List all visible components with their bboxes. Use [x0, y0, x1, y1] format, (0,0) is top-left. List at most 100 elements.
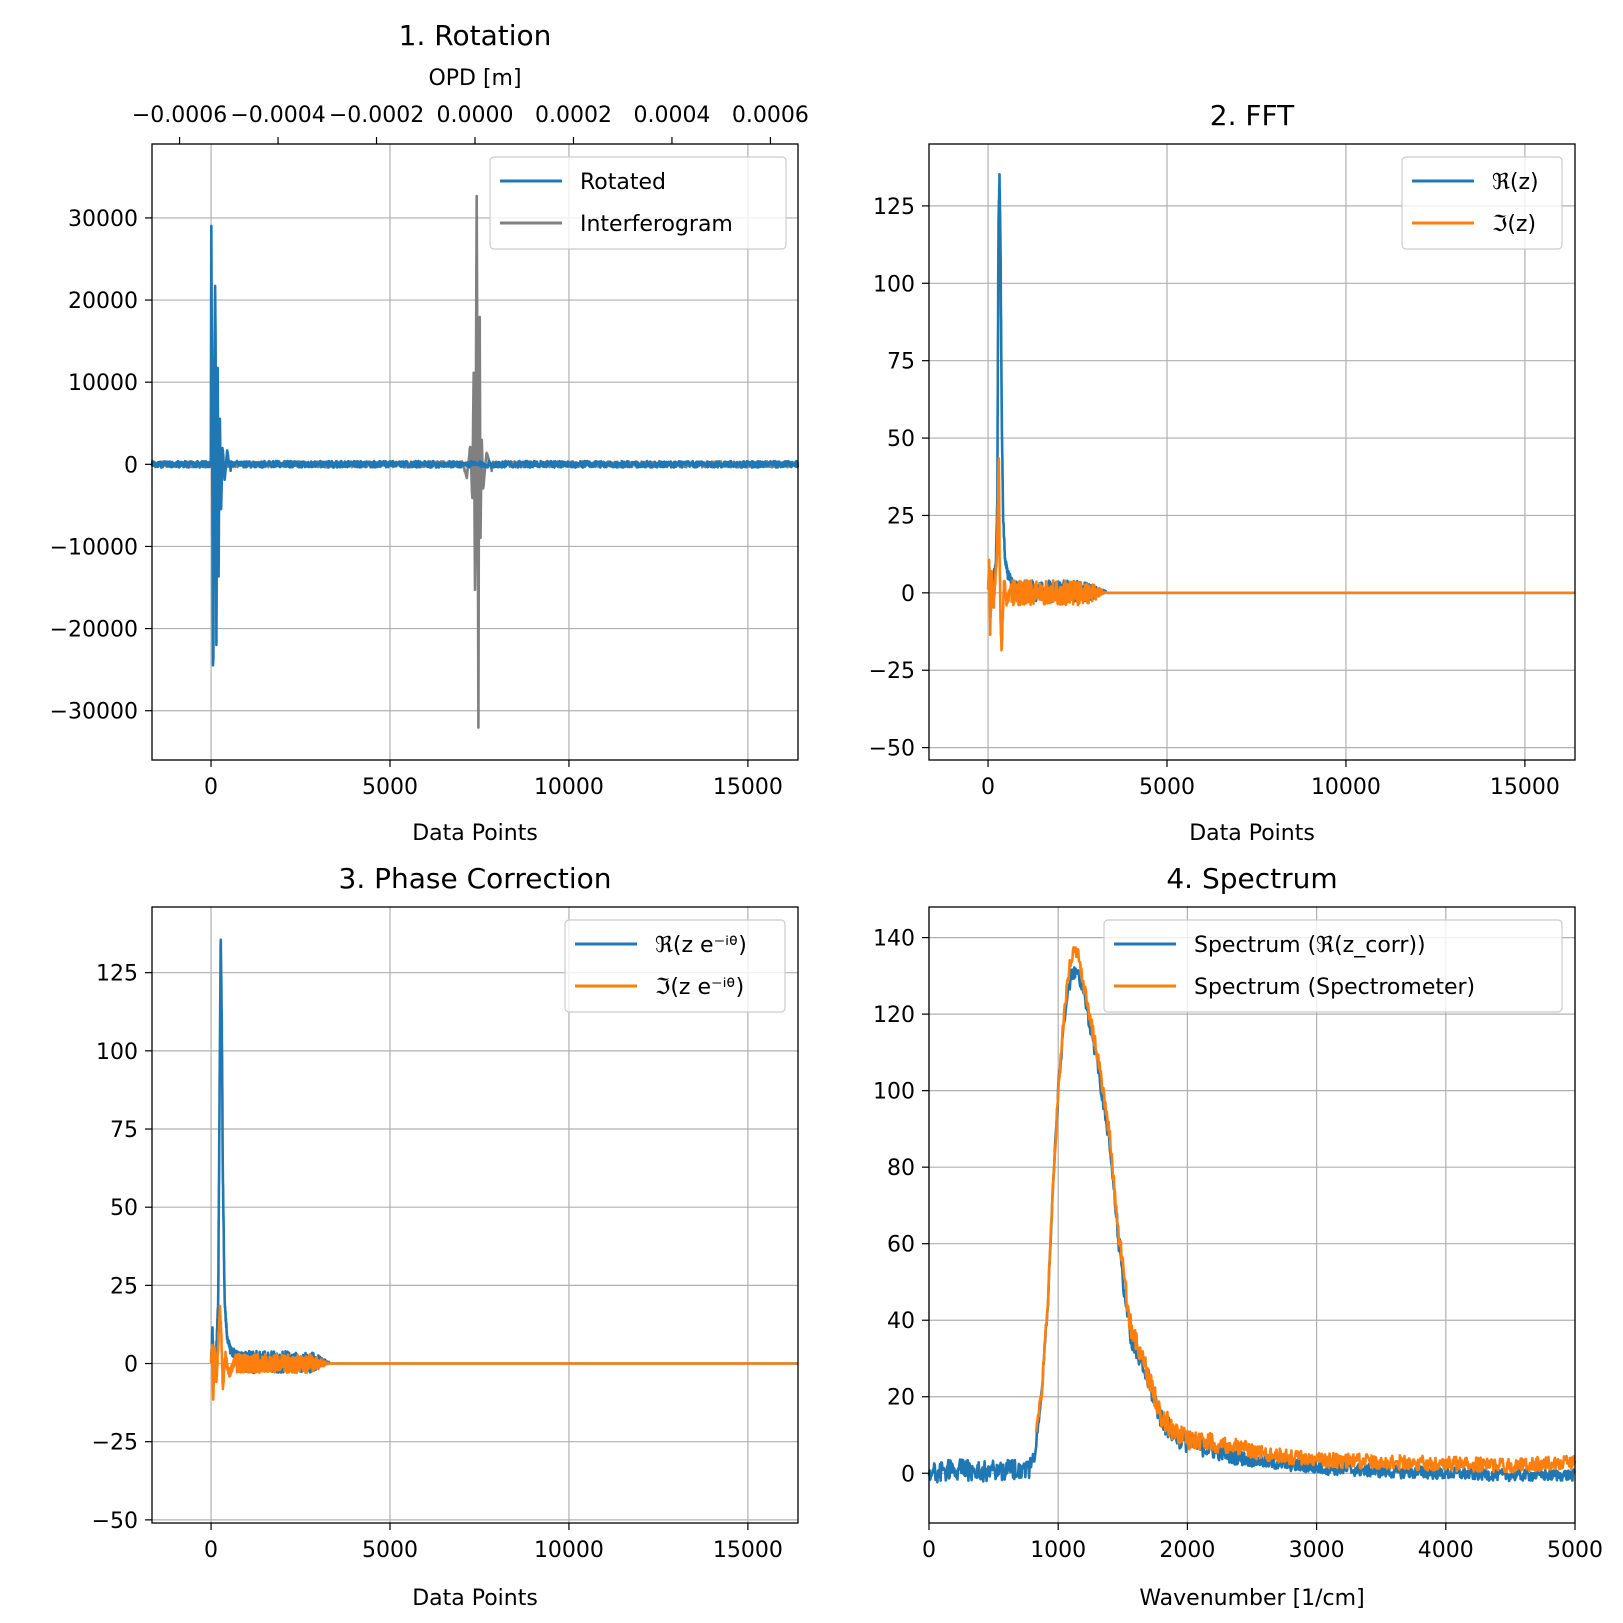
y-tick-label: 0: [124, 1353, 138, 1378]
secondary-x-tick-label: 0.0006: [732, 103, 809, 128]
y-tick-label: 50: [110, 1196, 138, 1221]
x-tick-label: 5000: [1547, 1538, 1603, 1563]
panel-fft-grid: [929, 144, 1575, 760]
panel-rotation-x-ticks: 0 5000 10000 15000: [204, 760, 783, 800]
panel-spectrum-x-ticks: 0 1000 2000 3000 4000 5000: [922, 1523, 1603, 1563]
series-line: [927, 966, 1577, 1484]
panel-phase-correction-x-ticks: 0 5000 10000 15000: [204, 1523, 783, 1563]
panel-fft-series-imag: [986, 457, 1576, 652]
secondary-x-tick-label: −0.0004: [230, 103, 325, 128]
y-tick-label: 0: [901, 582, 915, 607]
y-tick-label: 30000: [68, 207, 138, 232]
x-tick-label: 1000: [1030, 1538, 1086, 1563]
y-tick-label: −30000: [50, 700, 138, 725]
y-tick-label: 60: [887, 1233, 915, 1258]
y-tick-label: 140: [873, 927, 915, 952]
x-tick-label: 2000: [1159, 1538, 1215, 1563]
legend-frame: [1103, 919, 1563, 1013]
panel-rotation-secondary-xlabel: OPD [m]: [428, 66, 521, 91]
y-tick-label: 75: [887, 350, 915, 375]
panel-phase-correction-y-ticks: −50 −25 0 25 50 75 100 125: [92, 962, 152, 1534]
x-tick-label: 0: [981, 775, 995, 800]
panel-fft-frame: [928, 143, 1576, 761]
panel-phase-correction-series-imag: [209, 1304, 799, 1401]
x-tick-label: 15000: [713, 775, 783, 800]
panel-phase-correction-xlabel: Data Points: [412, 1586, 538, 1611]
panel-rotation-legend: Rotated Interferogram: [489, 156, 787, 250]
x-tick-label: 5000: [1139, 775, 1195, 800]
x-tick-label: 10000: [1311, 775, 1381, 800]
x-tick-label: 0: [922, 1538, 936, 1563]
y-tick-label: −50: [869, 737, 915, 762]
y-tick-label: −25: [869, 659, 915, 684]
y-tick-label: 20000: [68, 289, 138, 314]
panel-phase-correction-frame: [151, 906, 799, 1524]
legend-label-real: ℜ(z): [1492, 170, 1539, 195]
panel-rotation: 1. Rotation OPD [m] 0 5000 10000 15000 −300…: [50, 19, 809, 846]
panel-spectrum-frame: [928, 906, 1576, 1524]
panel-fft-legend: ℜ(z) ℑ(z): [1401, 156, 1563, 250]
legend-label-imag: ℑ(z): [1492, 212, 1536, 237]
y-tick-label: 125: [96, 962, 138, 987]
y-tick-label: 0: [901, 1462, 915, 1487]
y-tick-label: −50: [92, 1509, 138, 1534]
series-line: [986, 457, 1576, 652]
secondary-x-tick-label: −0.0006: [132, 103, 227, 128]
y-tick-label: 25: [110, 1274, 138, 1299]
x-tick-label: 15000: [713, 1538, 783, 1563]
panel-phase-correction-legend: ℜ(z e⁻ⁱᶿ) ℑ(z e⁻ⁱᶿ): [564, 919, 786, 1013]
y-tick-label: 100: [873, 1080, 915, 1105]
y-tick-label: −10000: [50, 535, 138, 560]
panel-rotation-xlabel: Data Points: [412, 821, 538, 846]
panel-rotation-title: 1. Rotation: [399, 19, 552, 52]
legend-label-real: Spectrum (ℜ(z_corr)): [1194, 933, 1426, 958]
series-line: [209, 1304, 799, 1401]
secondary-x-tick-label: −0.0002: [329, 103, 424, 128]
y-tick-label: 20: [887, 1386, 915, 1411]
panel-phase-correction: 3. Phase Correction 0 5000 10000 15000 −50−…: [92, 862, 799, 1611]
y-tick-label: 75: [110, 1118, 138, 1143]
series-line: [150, 224, 800, 667]
x-tick-label: 5000: [362, 1538, 418, 1563]
panel-fft-y-ticks: −50 −25 0 25 50 75 100 125: [869, 195, 929, 762]
y-tick-label: 120: [873, 1003, 915, 1028]
panel-spectrum-xlabel: Wavenumber [1/cm]: [1139, 1586, 1364, 1611]
legend-label-spectrometer: Spectrum (Spectrometer): [1194, 975, 1475, 1000]
legend-frame: [489, 156, 787, 250]
x-tick-label: 5000: [362, 775, 418, 800]
panel-rotation-y-ticks: −30000 −20000 −10000 0 10000 20000 30000: [50, 207, 152, 725]
legend-label-rotated: Rotated: [580, 170, 666, 195]
x-tick-label: 0: [204, 1538, 218, 1563]
panel-spectrum: 4. Spectrum 0 1000 2000 3000 4000 5000 0 20 40 6…: [873, 862, 1603, 1611]
legend-label-real: ℜ(z e⁻ⁱᶿ): [655, 933, 747, 958]
panel-spectrum-y-ticks: 0 20 40 60 80 100 120 140: [873, 927, 929, 1487]
y-tick-label: 100: [96, 1040, 138, 1065]
panel-fft-title: 2. FFT: [1210, 99, 1295, 132]
panel-spectrum-series-spectrometer: [1034, 946, 1577, 1474]
x-tick-label: 15000: [1490, 775, 1560, 800]
legend-label-imag: ℑ(z e⁻ⁱᶿ): [655, 975, 744, 1000]
secondary-x-tick-label: 0.0002: [535, 103, 612, 128]
x-tick-label: 10000: [534, 775, 604, 800]
y-tick-label: 80: [887, 1156, 915, 1181]
panel-fft-x-ticks: 0 5000 10000 15000: [981, 760, 1560, 800]
y-tick-label: −20000: [50, 618, 138, 643]
x-tick-label: 4000: [1418, 1538, 1474, 1563]
y-tick-label: −25: [92, 1431, 138, 1456]
x-tick-label: 0: [204, 775, 218, 800]
y-tick-label: 100: [873, 272, 915, 297]
panel-fft-xlabel: Data Points: [1189, 821, 1315, 846]
panel-phase-correction-grid: [152, 907, 798, 1523]
y-tick-label: 10000: [68, 371, 138, 396]
panel-spectrum-series-real: [927, 966, 1577, 1484]
panel-rotation-secondary-x-ticks: −0.0006 −0.0004 −0.0002 0.0000 0.0002 0.0004 0…: [132, 103, 809, 144]
panel-rotation-series-rotated: [150, 224, 800, 667]
panel-spectrum-title: 4. Spectrum: [1166, 862, 1337, 895]
secondary-x-tick-label: 0.0004: [633, 103, 710, 128]
panel-phase-correction-title: 3. Phase Correction: [339, 862, 612, 895]
series-line: [1034, 946, 1577, 1474]
panel-fft: 2. FFT 0 5000 10000 15000 −50 −25 0 25 50 75 100 1…: [869, 99, 1576, 846]
legend-label-interferogram: Interferogram: [580, 212, 733, 237]
y-tick-label: 0: [124, 453, 138, 478]
